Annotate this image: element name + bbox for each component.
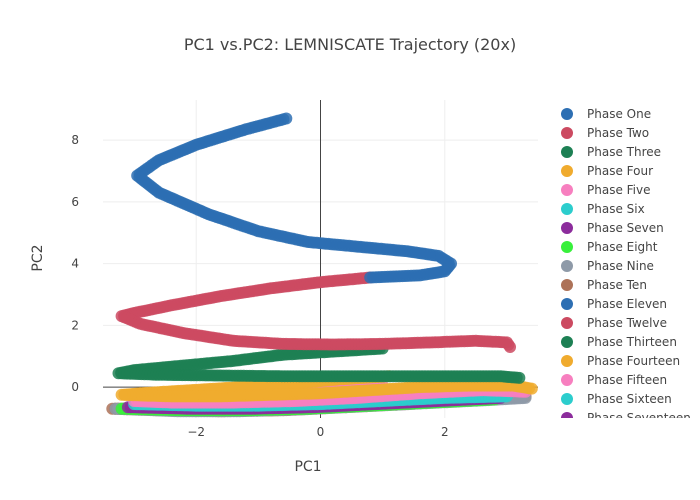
legend-item[interactable]: Phase Twelve — [561, 316, 667, 330]
legend-swatch — [561, 241, 573, 253]
legend-item[interactable]: Phase Four — [561, 164, 653, 178]
legend-item[interactable]: Phase Seventeen — [561, 411, 691, 425]
legend-item[interactable]: Phase Fifteen — [561, 373, 667, 387]
y-axis-title: PC2 — [30, 244, 46, 271]
legend-item[interactable]: Phase Eleven — [561, 297, 667, 311]
legend-item[interactable]: Phase Seven — [561, 221, 664, 235]
series-phase-one — [131, 112, 457, 284]
legend-label: Phase Six — [587, 202, 645, 216]
legend-label: Phase Thirteen — [587, 335, 677, 349]
legend-label: Phase Fifteen — [587, 373, 667, 387]
legend[interactable]: Phase One Phase Two Phase Three Phase Four P… — [561, 107, 691, 425]
legend-item[interactable]: Phase Three — [561, 145, 661, 159]
legend-swatch — [561, 108, 573, 120]
legend-swatch — [561, 203, 573, 215]
y-tick-label: 4 — [71, 257, 79, 271]
legend-label: Phase One — [587, 107, 651, 121]
legend-label: Phase Seventeen — [587, 411, 691, 425]
legend-label: Phase Five — [587, 183, 651, 197]
legend-item[interactable]: Phase Sixteen — [561, 392, 672, 406]
legend-swatch — [561, 222, 573, 234]
legend-label: Phase Seven — [587, 221, 664, 235]
legend-item[interactable]: Phase Thirteen — [561, 335, 677, 349]
legend-item[interactable]: Phase Five — [561, 183, 651, 197]
legend-swatch — [561, 355, 573, 367]
legend-swatch — [561, 336, 573, 348]
legend-item[interactable]: Phase Eight — [561, 240, 658, 254]
legend-label: Phase Four — [587, 164, 653, 178]
legend-item[interactable]: Phase Six — [561, 202, 645, 216]
legend-swatch — [561, 127, 573, 139]
legend-swatch — [561, 146, 573, 158]
y-tick-label: 0 — [71, 380, 79, 394]
legend-swatch — [561, 298, 573, 310]
legend-swatch — [561, 412, 573, 418]
legend-swatch — [561, 393, 573, 405]
legend-swatch — [561, 165, 573, 177]
legend-label: Phase Eight — [587, 240, 658, 254]
x-axis-title: PC1 — [294, 459, 321, 475]
data-layer — [106, 112, 538, 418]
chart-title: PC1 vs.PC2: LEMNISCATE Trajectory (20x) — [184, 35, 516, 54]
legend-item[interactable]: Phase Two — [561, 126, 649, 140]
legend-swatch — [561, 184, 573, 196]
legend-item[interactable]: Phase Fourteen — [561, 354, 680, 368]
legend-label: Phase Nine — [587, 259, 654, 273]
legend-label: Phase Twelve — [587, 316, 667, 330]
x-tick-label: 2 — [441, 425, 449, 439]
legend-label: Phase Sixteen — [587, 392, 672, 406]
legend-label: Phase Eleven — [587, 297, 667, 311]
legend-label: Phase Three — [587, 145, 661, 159]
series-phase-two — [115, 271, 517, 353]
legend-label: Phase Fourteen — [587, 354, 680, 368]
x-tick-label: −2 — [187, 425, 205, 439]
y-tick-label: 2 — [71, 318, 79, 332]
legend-label: Phase Two — [587, 126, 649, 140]
data-point — [525, 382, 538, 395]
legend-swatch — [561, 260, 573, 272]
legend-label: Phase Ten — [587, 278, 647, 292]
y-tick-label: 6 — [71, 195, 79, 209]
legend-swatch — [561, 279, 573, 291]
legend-item[interactable]: Phase Ten — [561, 278, 647, 292]
legend-swatch — [561, 374, 573, 386]
data-point — [513, 371, 526, 384]
data-point — [504, 340, 517, 353]
legend-swatch — [561, 317, 573, 329]
series-phase-three — [112, 342, 526, 384]
legend-item[interactable]: Phase Nine — [561, 259, 654, 273]
data-point — [364, 271, 377, 284]
x-tick-label: 0 — [317, 425, 325, 439]
legend-item[interactable]: Phase One — [561, 107, 651, 121]
y-tick-label: 8 — [71, 133, 79, 147]
tick-layer: −2 0 2 0 2 4 6 8 — [71, 133, 448, 439]
